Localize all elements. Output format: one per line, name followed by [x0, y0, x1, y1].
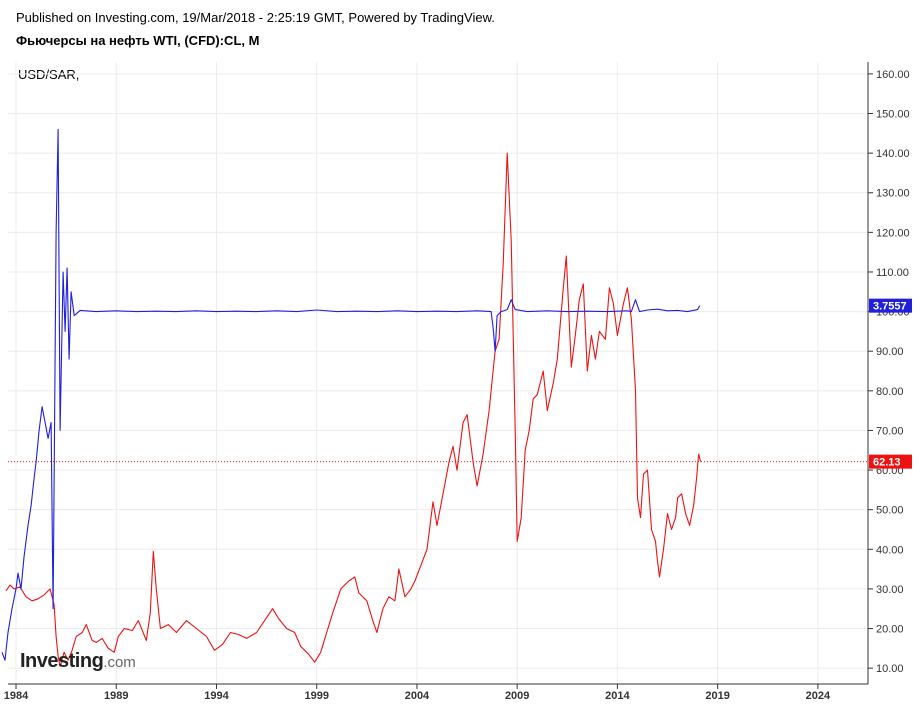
- wti-last-value-badge: [869, 454, 912, 469]
- y-tick-label: 40.00: [876, 544, 904, 556]
- investing-logo: Investing.com: [20, 650, 136, 673]
- x-tick-label: 1984: [4, 690, 29, 702]
- wti-last-value-text: 62.13: [873, 457, 901, 469]
- y-tick-label: 30.00: [876, 584, 904, 596]
- usdsar-series-line: [1, 128, 701, 661]
- x-tick-label: 1989: [104, 690, 128, 702]
- y-tick-label: 80.00: [876, 386, 904, 398]
- last-value-labels: 62.13 3.7557: [869, 298, 912, 469]
- chart-title: Фьючерсы на нефть WTI, (CFD):CL, M: [16, 33, 260, 48]
- published-info: Published on Investing.com, 19/Mar/2018 …: [16, 10, 495, 25]
- series: [1, 128, 702, 667]
- axes: [8, 62, 869, 685]
- logo-main: Investing: [20, 650, 104, 672]
- logo-suffix: .com: [103, 654, 136, 671]
- wti-series-line: [5, 152, 702, 667]
- y-tick-label: 160.00: [876, 69, 910, 81]
- y-axis-ticks: 10.0020.0030.0040.0050.0060.0070.0080.00…: [868, 69, 910, 675]
- x-tick-label: 1999: [304, 690, 328, 702]
- y-tick-label: 10.00: [876, 663, 904, 675]
- y-tick-label: 20.00: [876, 624, 904, 636]
- x-tick-label: 2019: [705, 690, 729, 702]
- compare-series-label: USD/SAR,: [18, 67, 80, 82]
- usdsar-last-value-text: 3.7557: [873, 301, 907, 313]
- y-tick-label: 140.00: [876, 148, 910, 160]
- y-tick-label: 150.00: [876, 109, 910, 121]
- usdsar-last-value-badge: [869, 298, 912, 313]
- x-tick-label: 2014: [605, 690, 630, 702]
- grid: [8, 62, 868, 684]
- y-tick-label: 110.00: [876, 267, 909, 279]
- y-tick-label: 120.00: [876, 227, 910, 239]
- x-tick-label: 2024: [806, 690, 831, 702]
- x-tick-label: 2004: [405, 690, 430, 702]
- y-tick-label: 130.00: [876, 188, 910, 200]
- x-tick-label: 1994: [204, 690, 229, 702]
- y-tick-label: 70.00: [876, 425, 904, 437]
- x-tick-label: 2009: [505, 690, 529, 702]
- x-axis-ticks: 1984 1989 1994 1999 2004 2009 2014 2019 2024: [4, 684, 831, 702]
- y-tick-label: 90.00: [876, 346, 904, 358]
- y-tick-label: 50.00: [876, 505, 904, 517]
